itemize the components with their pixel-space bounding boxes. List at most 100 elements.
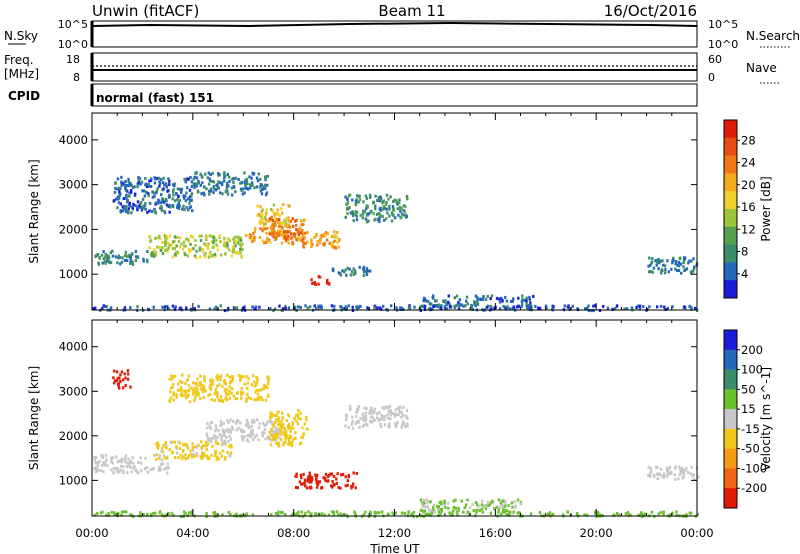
velocity-echo-cell	[429, 513, 432, 517]
power-echo-cell	[512, 297, 515, 301]
power-echo-cell	[287, 241, 290, 245]
power-echo-cell	[143, 194, 146, 198]
power-echo-cell	[122, 197, 126, 200]
velocity-echo-cell	[381, 406, 384, 410]
power-echo-cell	[214, 305, 218, 309]
power-echo-cell	[269, 218, 273, 222]
power-echo-cell	[361, 212, 365, 216]
power-echo-cell	[374, 207, 377, 211]
velocity-echo-cell	[231, 377, 235, 381]
velocity-echo-cell	[362, 513, 365, 517]
velocity-echo-cell	[356, 408, 359, 411]
velocity-echo-cell	[168, 399, 171, 403]
velocity-echo-cell	[246, 392, 249, 396]
power-echo-cell	[281, 203, 285, 207]
velocity-echo-cell	[223, 434, 226, 437]
power-echo-cell	[113, 199, 116, 203]
power-echo-cell	[289, 220, 293, 223]
velocity-echo-cell	[339, 486, 342, 490]
power-echo-cell	[238, 242, 242, 246]
power-echo-cell	[261, 208, 264, 212]
power-colorbar-swatch	[724, 262, 737, 281]
power-echo-cell	[263, 175, 267, 179]
power-echo-cell	[264, 216, 267, 219]
power-echo-cell	[185, 177, 188, 181]
velocity-echo-cell	[130, 470, 133, 474]
power-echo-cell	[241, 248, 244, 252]
power-echo-cell	[265, 191, 269, 195]
velocity-echo-cell	[178, 388, 182, 392]
power-echo-cell	[310, 238, 313, 242]
velocity-echo-cell	[194, 381, 197, 385]
power-echo-cell	[134, 259, 138, 263]
power-echo-cell	[128, 201, 131, 205]
power-echo-cell	[222, 243, 226, 247]
power-echo-cell	[180, 187, 184, 191]
power-echo-cell	[101, 307, 104, 310]
velocity-echo-cell	[378, 410, 381, 414]
power-echo-cell	[114, 255, 118, 259]
power-echo-cell	[117, 186, 121, 190]
power-echo-cell	[267, 219, 271, 223]
velocity-echo-cell	[673, 473, 676, 477]
power-echo-cell	[193, 176, 196, 179]
velocity-echo-cell	[493, 507, 496, 511]
power-echo-cell	[189, 234, 193, 238]
power-echo-cell	[649, 263, 652, 267]
power-echo-cell	[278, 304, 281, 308]
velocity-echo-cell	[155, 453, 158, 457]
power-echo-cell	[287, 216, 290, 220]
power-echo-cell	[139, 201, 143, 205]
power-echo-cell	[286, 237, 289, 241]
velocity-echo-cell	[103, 463, 106, 467]
velocity-echo-cell	[284, 435, 288, 439]
power-echo-cell	[355, 198, 358, 202]
velocity-echo-cell	[203, 454, 206, 457]
velocity-colorbar-tick-label: 15	[741, 402, 756, 416]
velocity-echo-cell	[175, 395, 178, 399]
velocity-echo-cell	[120, 370, 124, 374]
velocity-echo-cell	[197, 443, 200, 447]
velocity-echo-cell	[264, 398, 267, 402]
power-echo-cell	[150, 185, 153, 188]
velocity-echo-cell	[257, 395, 260, 399]
power-echo-cell	[226, 192, 230, 196]
power-echo-cell	[264, 227, 267, 231]
noise-search-label: N.Search	[746, 29, 800, 43]
velocity-echo-cell	[177, 382, 180, 386]
power-echo-cell	[476, 297, 479, 301]
velocity-echo-cell	[409, 513, 413, 517]
power-echo-cell	[164, 197, 167, 201]
velocity-echo-cell	[172, 398, 175, 402]
power-echo-cell	[153, 181, 157, 185]
velocity-echo-cell	[223, 431, 226, 435]
power-echo-cell	[651, 257, 654, 260]
power-echo-cell	[382, 207, 385, 211]
power-echo-cell	[233, 241, 236, 245]
velocity-echo-cell	[247, 424, 251, 428]
velocity-echo-cell	[168, 448, 171, 452]
velocity-echo-cell	[331, 485, 334, 489]
power-echo-cell	[683, 256, 687, 260]
velocity-echo-cell	[277, 410, 280, 414]
power-echo-cell	[339, 273, 343, 277]
velocity-echo-cell	[275, 414, 278, 417]
velocity-echo-cell	[296, 413, 300, 417]
power-echo-cell	[235, 306, 239, 310]
velocity-colorbar-swatch	[724, 448, 737, 469]
power-y-tick-label: 4000	[59, 133, 88, 147]
velocity-echo-cell	[460, 499, 463, 503]
velocity-echo-cell	[228, 434, 231, 438]
velocity-echo-cell	[165, 446, 168, 450]
power-echo-cell	[365, 267, 369, 271]
power-echo-cell	[287, 306, 291, 310]
velocity-echo-cell	[282, 443, 285, 447]
velocity-echo-cell	[394, 425, 398, 429]
power-echo-cell	[193, 307, 196, 311]
power-echo-cell	[173, 235, 177, 239]
velocity-echo-cell	[249, 431, 253, 435]
power-echo-cell	[266, 174, 269, 178]
power-echo-cell	[295, 238, 298, 242]
velocity-echo-cell	[110, 510, 113, 514]
